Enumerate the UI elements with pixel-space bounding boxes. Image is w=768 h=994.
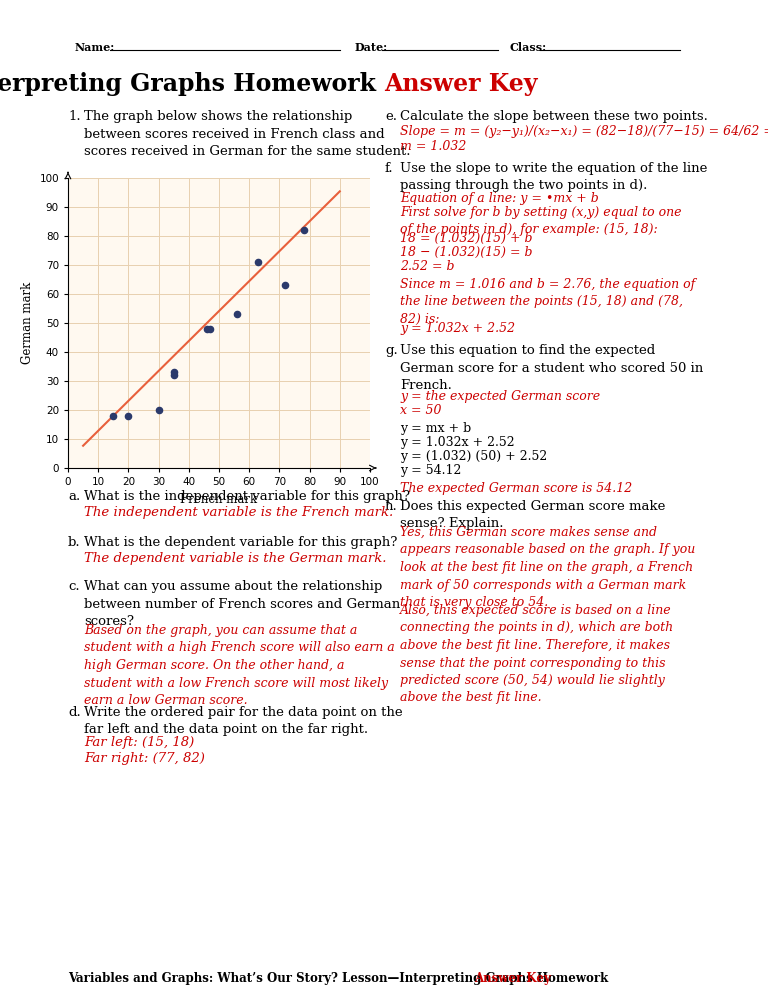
Text: Yes, this German score makes sense and
appears reasonable based on the graph. If: Yes, this German score makes sense and a…	[400, 526, 695, 609]
Text: d.: d.	[68, 706, 81, 719]
Text: y = 1.032x + 2.52: y = 1.032x + 2.52	[400, 436, 515, 449]
Text: 18 = (1.032)(15) + b: 18 = (1.032)(15) + b	[400, 232, 532, 245]
Text: Class:: Class:	[510, 42, 547, 53]
Text: Answer Key: Answer Key	[384, 72, 538, 96]
Point	[204, 321, 216, 337]
X-axis label: French mark: French mark	[180, 493, 257, 506]
Text: g.: g.	[385, 344, 398, 357]
Text: Slope = m = (y₂−y₁)/(x₂−x₁) = (82−18)/(77−15) = 64/62 = 1.032: Slope = m = (y₂−y₁)/(x₂−x₁) = (82−18)/(7…	[400, 125, 768, 138]
Point	[252, 254, 264, 270]
Text: Name:: Name:	[75, 42, 115, 53]
Text: x = 50: x = 50	[400, 404, 442, 417]
Text: What is the independent variable for this graph?: What is the independent variable for thi…	[84, 490, 410, 503]
Text: a.: a.	[68, 490, 80, 503]
Text: Use this equation to find the expected
German score for a student who scored 50 : Use this equation to find the expected G…	[400, 344, 703, 392]
Text: Equation of a line: y = •mx + b: Equation of a line: y = •mx + b	[400, 192, 599, 205]
Text: Based on the graph, you can assume that a
student with a high French score will : Based on the graph, you can assume that …	[84, 624, 395, 707]
Text: y = mx + b: y = mx + b	[400, 422, 472, 435]
Text: Variables and Graphs: What’s Our Story? Lesson—Interpreting Graphs Homework: Variables and Graphs: What’s Our Story? …	[68, 972, 612, 985]
Point	[297, 223, 310, 239]
Text: f.: f.	[385, 162, 394, 175]
Text: m = 1.032: m = 1.032	[400, 140, 466, 153]
Text: Date:: Date:	[355, 42, 388, 53]
Point	[280, 277, 292, 293]
Text: Does this expected German score make
sense? Explain.: Does this expected German score make sen…	[400, 500, 665, 531]
Text: The dependent variable is the German mark.: The dependent variable is the German mar…	[84, 552, 386, 565]
Point	[167, 365, 180, 381]
Text: The independent variable is the French mark.: The independent variable is the French m…	[84, 506, 393, 519]
Text: y = (1.032) (50) + 2.52: y = (1.032) (50) + 2.52	[400, 450, 548, 463]
Text: What is the dependent variable for this graph?: What is the dependent variable for this …	[84, 536, 397, 549]
Text: c.: c.	[68, 580, 80, 593]
Text: h.: h.	[385, 500, 398, 513]
Point	[167, 367, 180, 383]
Text: 2.52 = b: 2.52 = b	[400, 260, 455, 273]
Text: Answer Key: Answer Key	[474, 972, 551, 985]
Text: Since m = 1.016 and b = 2.76, the equation of
the line between the points (15, 1: Since m = 1.016 and b = 2.76, the equati…	[400, 278, 695, 326]
Text: y = the expected German score: y = the expected German score	[400, 390, 600, 403]
Text: The expected German score is 54.12: The expected German score is 54.12	[400, 482, 632, 495]
Text: Interpreting Graphs Homework: Interpreting Graphs Homework	[0, 72, 384, 96]
Point	[231, 306, 243, 322]
Text: Write the ordered pair for the data point on the
far left and the data point on : Write the ordered pair for the data poin…	[84, 706, 402, 737]
Text: Far right: (77, 82): Far right: (77, 82)	[84, 752, 205, 765]
Text: Use the slope to write the equation of the line
passing through the two points i: Use the slope to write the equation of t…	[400, 162, 707, 193]
Text: b.: b.	[68, 536, 81, 549]
Text: Calculate the slope between these two points.: Calculate the slope between these two po…	[400, 110, 708, 123]
Text: e.: e.	[385, 110, 397, 123]
Point	[200, 321, 213, 337]
Y-axis label: German mark: German mark	[21, 282, 34, 364]
Text: Also, this expected score is based on a line
connecting the points in d), which : Also, this expected score is based on a …	[400, 604, 673, 705]
Point	[153, 402, 165, 417]
Text: 18 − (1.032)(15) = b: 18 − (1.032)(15) = b	[400, 246, 532, 259]
Text: First solve for b by setting (x,y) equal to one
of the points in d), for example: First solve for b by setting (x,y) equal…	[400, 206, 681, 237]
Text: The graph below shows the relationship
between scores received in French class a: The graph below shows the relationship b…	[84, 110, 411, 158]
Point	[108, 408, 120, 423]
Text: y = 54.12: y = 54.12	[400, 464, 462, 477]
Point	[122, 408, 134, 423]
Text: What can you assume about the relationship
between number of French scores and G: What can you assume about the relationsh…	[84, 580, 400, 628]
Text: y = 1.032x + 2.52: y = 1.032x + 2.52	[400, 322, 515, 335]
Text: Far left: (15, 18): Far left: (15, 18)	[84, 736, 194, 749]
Text: 1.: 1.	[68, 110, 81, 123]
